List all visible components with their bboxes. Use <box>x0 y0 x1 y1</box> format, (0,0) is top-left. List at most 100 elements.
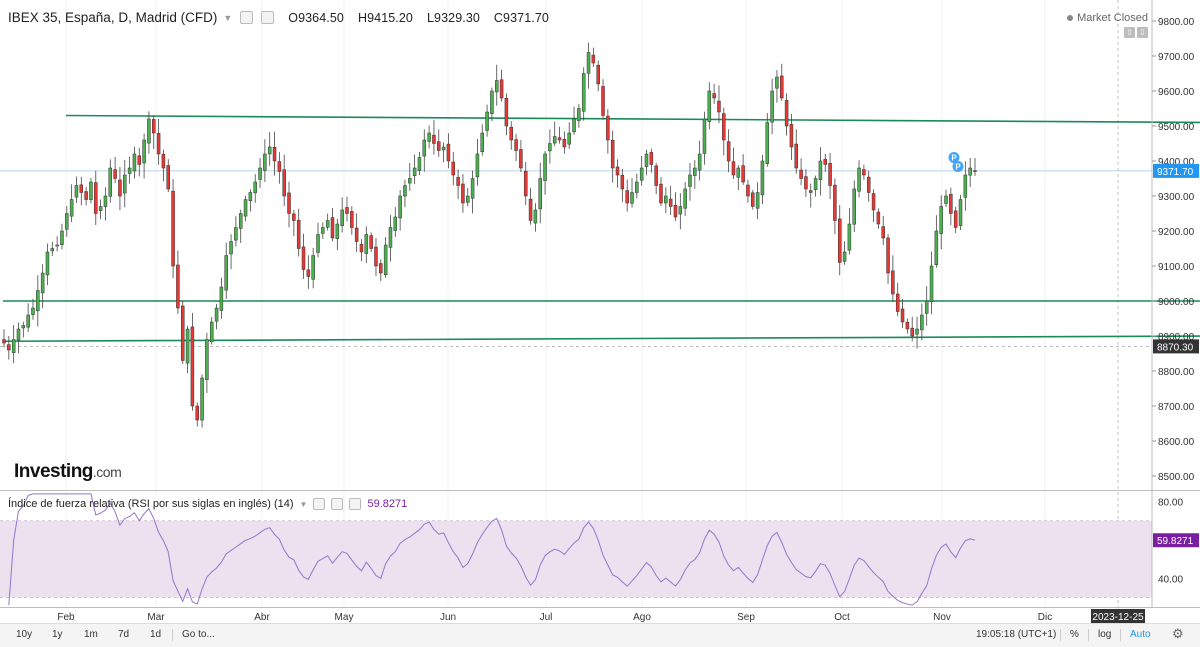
candle-body <box>485 111 489 131</box>
candle-127 <box>610 130 615 183</box>
candle-83 <box>398 190 402 231</box>
scale-down-icon[interactable]: ⇩ <box>1137 27 1148 38</box>
candle-body <box>963 174 968 198</box>
ohlc-open: O9364.50 <box>288 10 344 25</box>
range-1d-button[interactable]: 1d <box>150 629 162 640</box>
rsi-value: 59.8271 <box>367 498 408 510</box>
candle-8 <box>36 275 40 327</box>
candle-119 <box>572 106 576 135</box>
candle-24 <box>113 156 117 184</box>
gear-icon[interactable]: ⚙ <box>1172 626 1184 641</box>
candle-body <box>301 246 306 270</box>
candle-body <box>350 211 354 228</box>
rsi-legend: Índice de fuerza relativa (RSI por sus s… <box>8 498 407 510</box>
candle-body <box>673 204 678 218</box>
range-10y-button[interactable]: 10y <box>16 629 33 640</box>
x-tick-label: Feb <box>57 612 75 623</box>
candle-body <box>277 161 282 172</box>
candle-1 <box>2 329 6 348</box>
percent-toggle[interactable]: % <box>1070 629 1079 640</box>
x-tick-label: Mar <box>147 612 165 623</box>
candle-body <box>306 269 311 277</box>
price-chart[interactable]: 9800.00 9700.00 9600.00 9500.00 9400.00 9300.… <box>0 0 1200 623</box>
p-marker-icon[interactable] <box>952 161 964 172</box>
range-1m-button[interactable]: 1m <box>84 629 98 640</box>
candle-body <box>519 149 523 169</box>
candle-body <box>876 211 881 225</box>
divider <box>1120 629 1121 641</box>
candle-52 <box>248 189 253 212</box>
candle-4 <box>16 322 21 354</box>
rsi-tick-label: 40.00 <box>1158 574 1183 585</box>
candle-body <box>137 155 142 165</box>
candle-body <box>417 157 422 171</box>
p-marker-icon[interactable] <box>948 152 960 163</box>
goto-button[interactable]: Go to... <box>182 629 215 640</box>
settings-icon[interactable] <box>261 11 275 24</box>
candle-80 <box>383 237 388 278</box>
close-icon[interactable] <box>349 498 362 510</box>
log-toggle[interactable]: log <box>1098 629 1112 640</box>
candle-body <box>630 192 634 204</box>
candle-body <box>596 64 600 85</box>
candle-197 <box>949 187 953 226</box>
candle-body <box>74 185 79 198</box>
visibility-icon[interactable] <box>240 11 254 24</box>
candle-31 <box>147 111 151 154</box>
candle-body <box>818 160 823 180</box>
candle-16 <box>74 176 79 204</box>
candle-body <box>205 339 209 380</box>
candle-body <box>659 183 663 204</box>
candle-189 <box>910 316 914 342</box>
candle-body <box>731 161 736 176</box>
crosshair-date-label: 2023-12-25 <box>1092 612 1144 623</box>
auto-toggle[interactable]: Auto <box>1130 629 1151 640</box>
candle-157 <box>755 182 760 220</box>
candle-167 <box>804 169 808 197</box>
range-7d-button[interactable]: 7d <box>118 629 130 640</box>
p-marker-label[interactable]: P <box>955 163 961 172</box>
last-price-badge <box>1153 163 1199 178</box>
candle-129 <box>620 169 625 203</box>
x-tick-label: Sep <box>737 612 755 623</box>
candle-body <box>321 227 325 234</box>
candle-body <box>514 139 518 151</box>
candle-body <box>842 251 847 262</box>
candle-98 <box>470 170 475 214</box>
candle-77 <box>369 232 373 253</box>
candle-body <box>65 213 69 230</box>
rsi-line <box>8 493 976 606</box>
candle-body <box>866 176 871 193</box>
rsi-value-badge-label: 59.8271 <box>1157 536 1194 547</box>
candle-134 <box>644 149 649 176</box>
chevron-down-icon[interactable]: ▼ <box>299 499 308 509</box>
candle-3 <box>11 325 16 364</box>
clock-display[interactable]: 19:05:18 (UTC+1) <box>976 629 1057 640</box>
candle-body <box>55 244 59 247</box>
trendline-1 <box>65 114 1200 124</box>
settings-icon[interactable] <box>331 498 344 510</box>
candle-17 <box>79 176 84 206</box>
candle-body <box>755 192 760 209</box>
candle-body <box>693 167 697 176</box>
candle-6 <box>26 303 30 333</box>
scale-up-icon[interactable]: ⇧ <box>1124 27 1135 38</box>
x-tick-label: Nov <box>933 612 951 623</box>
candle-151 <box>726 129 731 173</box>
range-1y-button[interactable]: 1y <box>52 629 63 640</box>
candle-body <box>224 255 228 291</box>
chevron-down-icon[interactable]: ▼ <box>223 12 233 23</box>
visibility-icon[interactable] <box>313 498 326 510</box>
p-marker-label[interactable]: P <box>951 154 957 163</box>
candle-body <box>886 237 890 274</box>
candle-154 <box>741 154 745 185</box>
candle-body <box>625 190 629 204</box>
candle-150 <box>722 107 726 156</box>
candle-193 <box>929 251 934 315</box>
rsi-title[interactable]: Índice de fuerza relativa (RSI por sus s… <box>8 498 294 510</box>
candle-body <box>828 162 832 186</box>
candle-175 <box>842 241 847 265</box>
candle-body <box>722 113 726 141</box>
instrument-title[interactable]: IBEX 35, España, D, Madrid (CFD) <box>8 10 218 25</box>
